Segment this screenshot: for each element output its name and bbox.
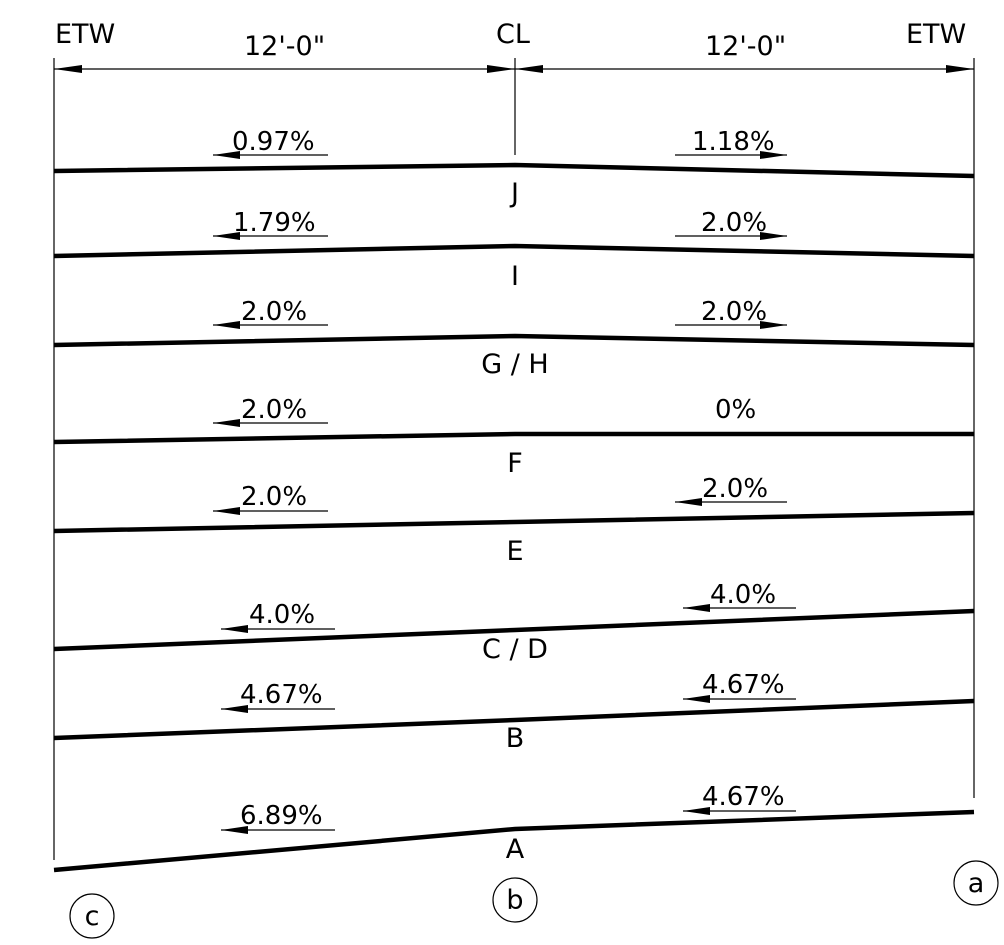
slope-arrowhead-e-right [675, 498, 702, 506]
slope-arrowhead-b-right [683, 695, 710, 703]
slope-label-a-left: 6.89% [240, 801, 323, 831]
slope-label-a-right: 4.67% [702, 782, 785, 812]
slope-label-j-left: 0.97% [232, 127, 315, 157]
slope-label-cd-right: 4.0% [710, 580, 776, 610]
slope-arrowhead-i-right [760, 232, 787, 240]
profile-line-e [53, 510, 975, 534]
slope-arrowhead-i-left [213, 232, 240, 240]
slope-label-e-right: 2.0% [702, 474, 768, 504]
dimension-arrow-left-end [54, 65, 82, 73]
slope-arrowhead-gh-left [213, 321, 240, 329]
section-label-f: F [507, 448, 523, 479]
section-label-j: J [509, 178, 519, 209]
slope-label-gh-left: 2.0% [241, 297, 307, 327]
dimension-arrow-right-end [946, 65, 974, 73]
point-marker-b [492, 877, 538, 923]
profile-line-gh [53, 333, 975, 348]
slope-arrowhead-j-right [760, 151, 787, 159]
dimension-arrow-center-right [515, 65, 543, 73]
slope-label-gh-right: 2.0% [701, 297, 767, 327]
slope-label-i-right: 2.0% [701, 208, 767, 238]
slope-arrowhead-gh-right [760, 321, 787, 329]
section-label-e: E [506, 536, 523, 567]
point-label-a: a [968, 868, 985, 899]
profile-line-j [53, 162, 975, 179]
slope-label-f-right: 0% [715, 395, 756, 425]
slope-arrowhead-a-left [221, 826, 248, 834]
etw-right-label: ETW [906, 19, 966, 50]
slope-arrowhead-a-right [683, 807, 710, 815]
dimension-arrow-center-left [487, 65, 515, 73]
point-marker-c [69, 893, 115, 939]
slope-arrowhead-j-left [213, 151, 240, 159]
point-label-b: b [506, 885, 523, 916]
section-label-i: I [511, 261, 519, 292]
section-label-gh: G / H [481, 349, 549, 380]
slope-arrowhead-f-left [213, 419, 240, 427]
centerline-label: CL [496, 19, 530, 50]
etw-left-label: ETW [55, 19, 115, 50]
right-dimension-label: 12'-0" [705, 31, 786, 62]
profile-line-f [53, 431, 974, 445]
section-label-b: B [506, 723, 525, 754]
slope-label-i-left: 1.79% [233, 208, 316, 238]
slope-arrowhead-cd-left [221, 625, 248, 633]
slope-label-e-left: 2.0% [241, 482, 307, 512]
slope-label-b-left: 4.67% [240, 680, 323, 710]
slope-label-f-left: 2.0% [241, 395, 307, 425]
slope-label-b-right: 4.67% [702, 670, 785, 700]
slope-arrowhead-e-left [213, 507, 240, 515]
profile-line-a [53, 809, 975, 873]
slope-arrowhead-cd-right [683, 604, 710, 612]
slope-arrowhead-b-left [221, 705, 248, 713]
profile-line-i [53, 243, 975, 259]
profile-line-b [53, 698, 975, 741]
section-label-a: A [506, 834, 525, 865]
slope-label-cd-left: 4.0% [249, 600, 315, 630]
point-label-c: c [85, 901, 100, 932]
section-label-cd: C / D [482, 634, 548, 665]
profile-line-cd [53, 608, 975, 652]
left-dimension-label: 12'-0" [244, 31, 325, 62]
point-marker-a [953, 860, 999, 906]
